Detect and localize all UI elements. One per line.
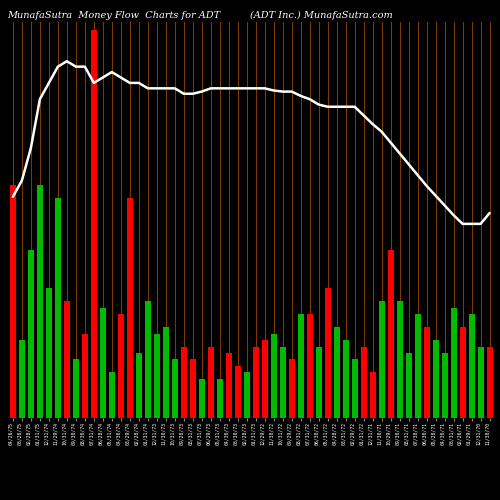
Bar [37,185,43,418]
Bar [361,346,366,418]
Bar [289,360,294,418]
Bar [235,366,240,418]
Text: MunafaSutra  Money Flow  Charts for ADT: MunafaSutra Money Flow Charts for ADT [8,11,220,20]
Bar [73,360,79,418]
Bar [100,308,106,418]
Bar [10,185,16,418]
Text: (ADT Inc.) MunafaSutra.com: (ADT Inc.) MunafaSutra.com [250,11,393,20]
Bar [226,353,232,418]
Bar [396,302,402,418]
Bar [450,308,456,418]
Bar [298,314,304,418]
Bar [316,346,322,418]
Bar [370,372,376,418]
Bar [244,372,250,418]
Bar [486,346,492,418]
Bar [262,340,268,417]
Bar [154,334,160,417]
Bar [163,327,168,418]
Bar [82,334,88,417]
Bar [388,250,394,418]
Bar [127,198,132,418]
Bar [378,302,384,418]
Bar [46,288,52,418]
Bar [334,327,340,418]
Bar [64,302,70,418]
Bar [91,30,97,417]
Bar [307,314,312,418]
Bar [19,340,25,417]
Bar [253,346,258,418]
Bar [145,302,150,418]
Bar [478,346,484,418]
Bar [55,198,61,418]
Bar [181,346,186,418]
Bar [352,360,358,418]
Bar [136,353,141,418]
Bar [172,360,178,418]
Bar [271,334,276,417]
Bar [343,340,348,417]
Bar [280,346,285,418]
Bar [406,353,411,418]
Bar [432,340,438,417]
Bar [442,353,448,418]
Bar [109,372,115,418]
Bar [468,314,474,418]
Bar [28,250,34,418]
Bar [414,314,420,418]
Bar [217,379,222,418]
Bar [199,379,204,418]
Bar [208,346,214,418]
Bar [460,327,466,418]
Bar [325,288,330,418]
Bar [118,314,124,418]
Bar [424,327,430,418]
Bar [190,360,196,418]
